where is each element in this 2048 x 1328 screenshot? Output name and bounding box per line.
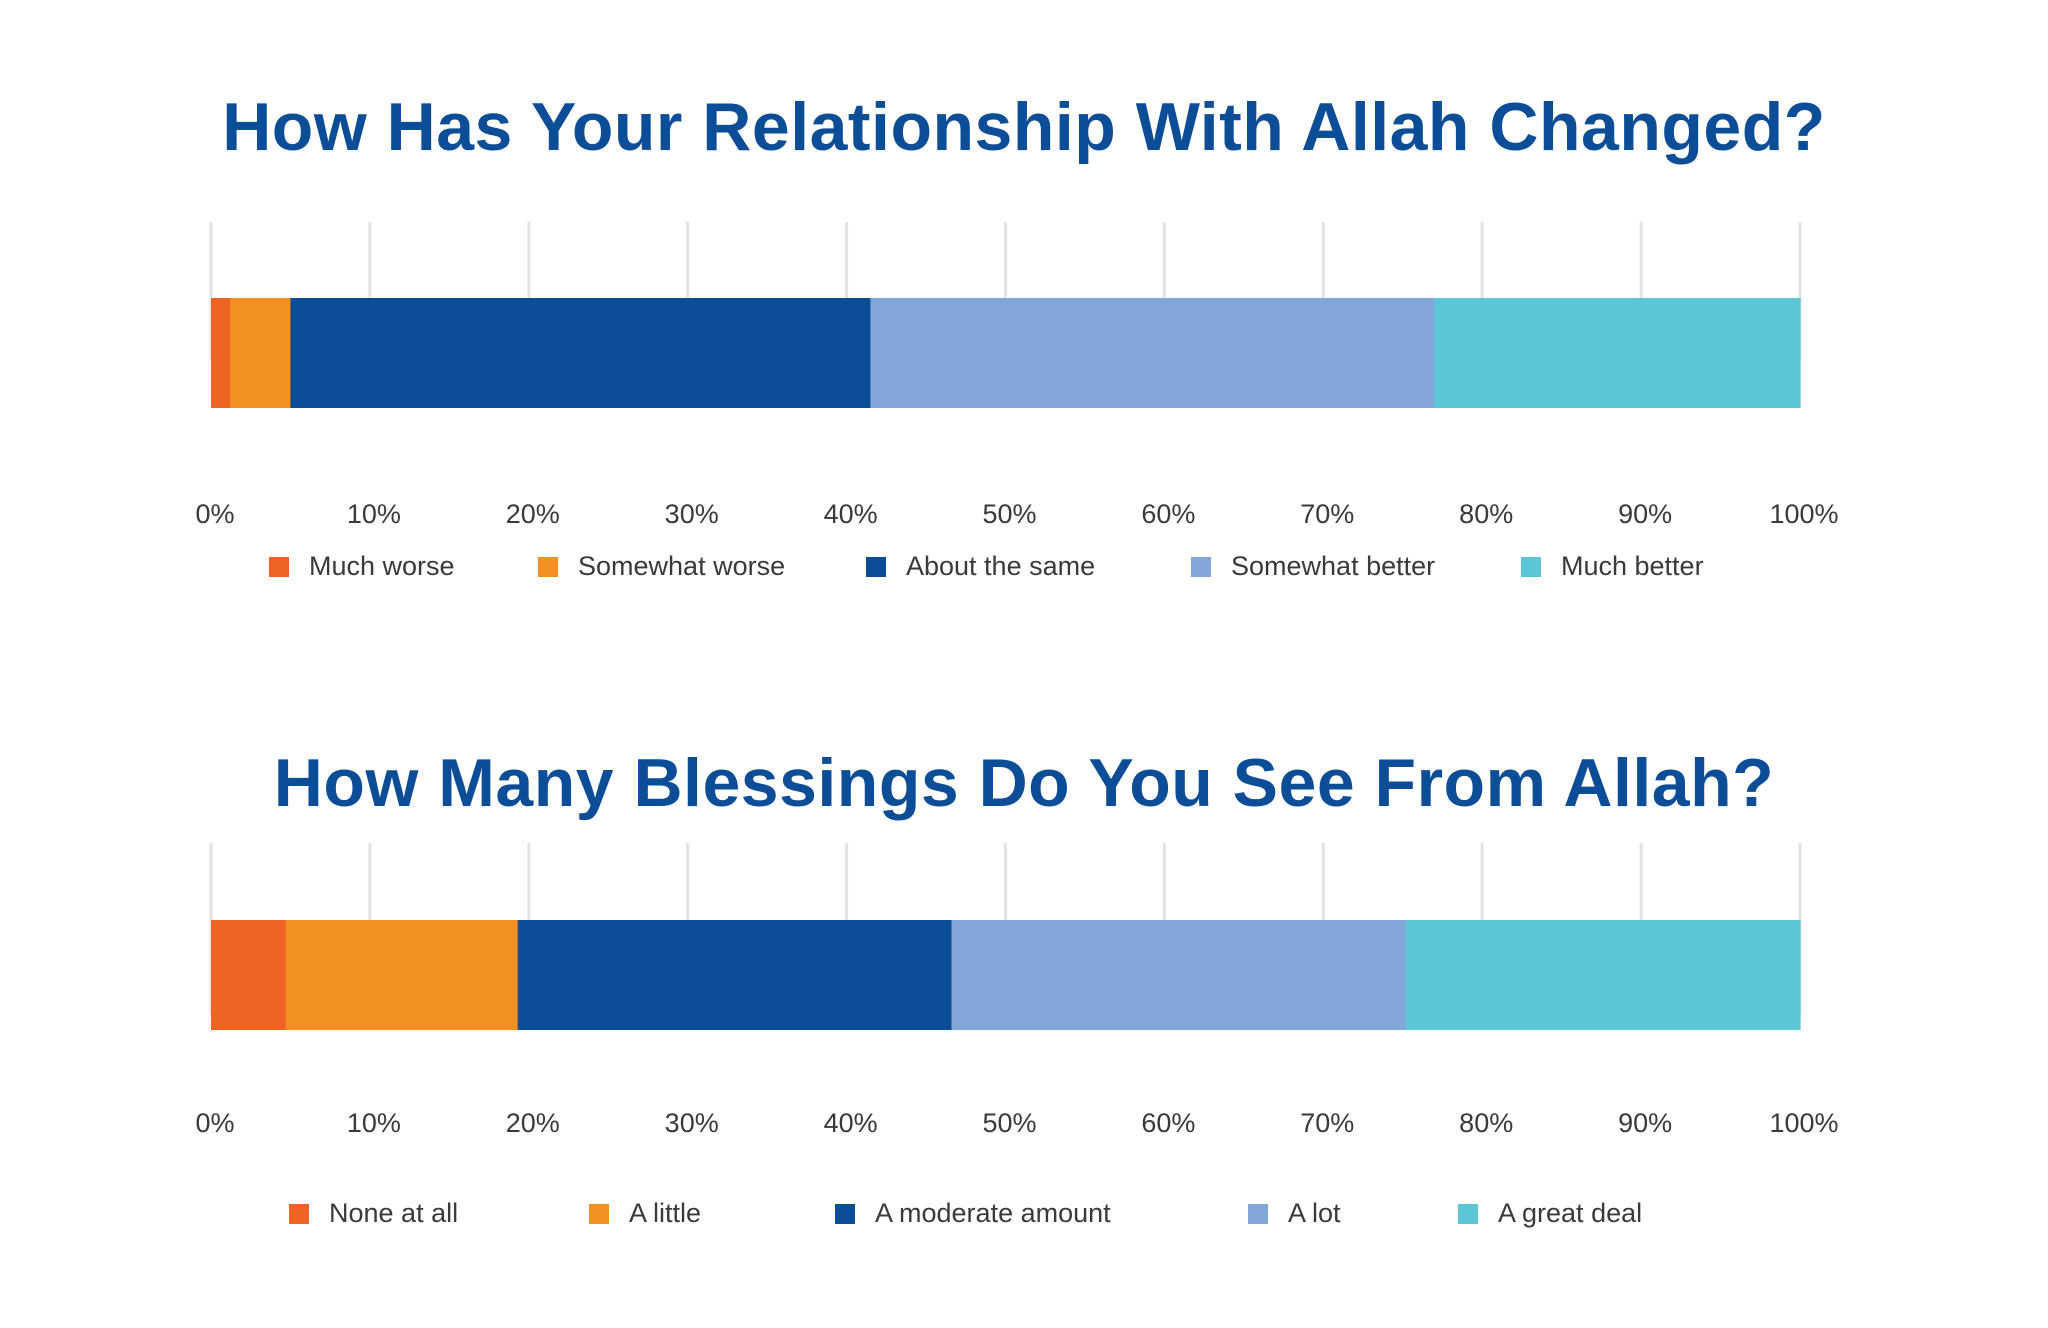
legend-swatch <box>269 557 289 577</box>
legend-label: Much better <box>1561 551 1704 581</box>
chart-plot: 0% 10% 20% 30% 40% 50% 60% 70% 80% 90% 100% Much wo… <box>195 222 1839 581</box>
x-tick-label: 0% <box>195 499 234 529</box>
legend-swatch <box>835 1204 855 1224</box>
x-tick-label: 30% <box>665 499 719 529</box>
x-tick-label: 60% <box>1141 1108 1195 1138</box>
x-tick-label: 10% <box>347 1108 401 1138</box>
x-tick-label: 90% <box>1618 499 1672 529</box>
x-tick-label: 50% <box>982 499 1036 529</box>
legend-label: A little <box>629 1198 701 1228</box>
legend-swatch <box>1248 1204 1268 1224</box>
x-tick-label: 20% <box>506 499 560 529</box>
legend-swatch <box>589 1204 609 1224</box>
legend-label: None at all <box>329 1198 458 1228</box>
x-tick-label: 100% <box>1769 499 1838 529</box>
legend-label: A great deal <box>1498 1198 1642 1228</box>
legend-swatch <box>289 1204 309 1224</box>
legend-label: A lot <box>1288 1198 1341 1228</box>
x-tick-label: 70% <box>1300 499 1354 529</box>
x-tick-label: 50% <box>982 1108 1036 1138</box>
x-tick-label: 0% <box>195 1108 234 1138</box>
bar-segment <box>290 298 872 408</box>
x-tick-label: 10% <box>347 499 401 529</box>
bar-segment <box>285 920 519 1030</box>
x-tick-label: 40% <box>824 1108 878 1138</box>
legend-label: Somewhat better <box>1231 551 1435 581</box>
bar-segment <box>517 920 953 1030</box>
bar-segment <box>1405 920 1801 1030</box>
legend-label: Somewhat worse <box>578 551 785 581</box>
legend-swatch <box>538 557 558 577</box>
legend-swatch <box>1458 1204 1478 1224</box>
bar-segment <box>211 298 231 408</box>
chart-title: How Many Blessings Do You See From Allah… <box>273 745 1775 821</box>
x-tick-label: 80% <box>1459 499 1513 529</box>
x-tick-label: 30% <box>665 1108 719 1138</box>
x-tick-label: 60% <box>1141 499 1195 529</box>
x-tick-label: 40% <box>824 499 878 529</box>
bar-segment <box>1434 298 1801 408</box>
x-tick-label: 100% <box>1769 1108 1838 1138</box>
bar-segment <box>211 920 287 1030</box>
legend-label: Much worse <box>309 551 455 581</box>
legend-swatch <box>866 557 886 577</box>
legend-label: A moderate amount <box>875 1198 1111 1228</box>
bar-segment <box>951 920 1407 1030</box>
chart-plot: 0% 10% 20% 30% 40% 50% 60% 70% 80% 90% 100% None at… <box>195 843 1839 1228</box>
legend-label: About the same <box>906 551 1095 581</box>
legend-swatch <box>1521 557 1541 577</box>
legend-swatch <box>1191 557 1211 577</box>
chart-title: How Has Your Relationship With Allah Cha… <box>222 89 1826 165</box>
bar-segment <box>230 298 292 408</box>
chart-relationship-change: How Has Your Relationship With Allah Cha… <box>0 0 2048 640</box>
chart-blessings: How Many Blessings Do You See From Allah… <box>0 640 2048 1328</box>
bar-segment <box>870 298 1436 408</box>
x-tick-label: 90% <box>1618 1108 1672 1138</box>
x-tick-label: 20% <box>506 1108 560 1138</box>
x-tick-label: 70% <box>1300 1108 1354 1138</box>
x-tick-label: 80% <box>1459 1108 1513 1138</box>
